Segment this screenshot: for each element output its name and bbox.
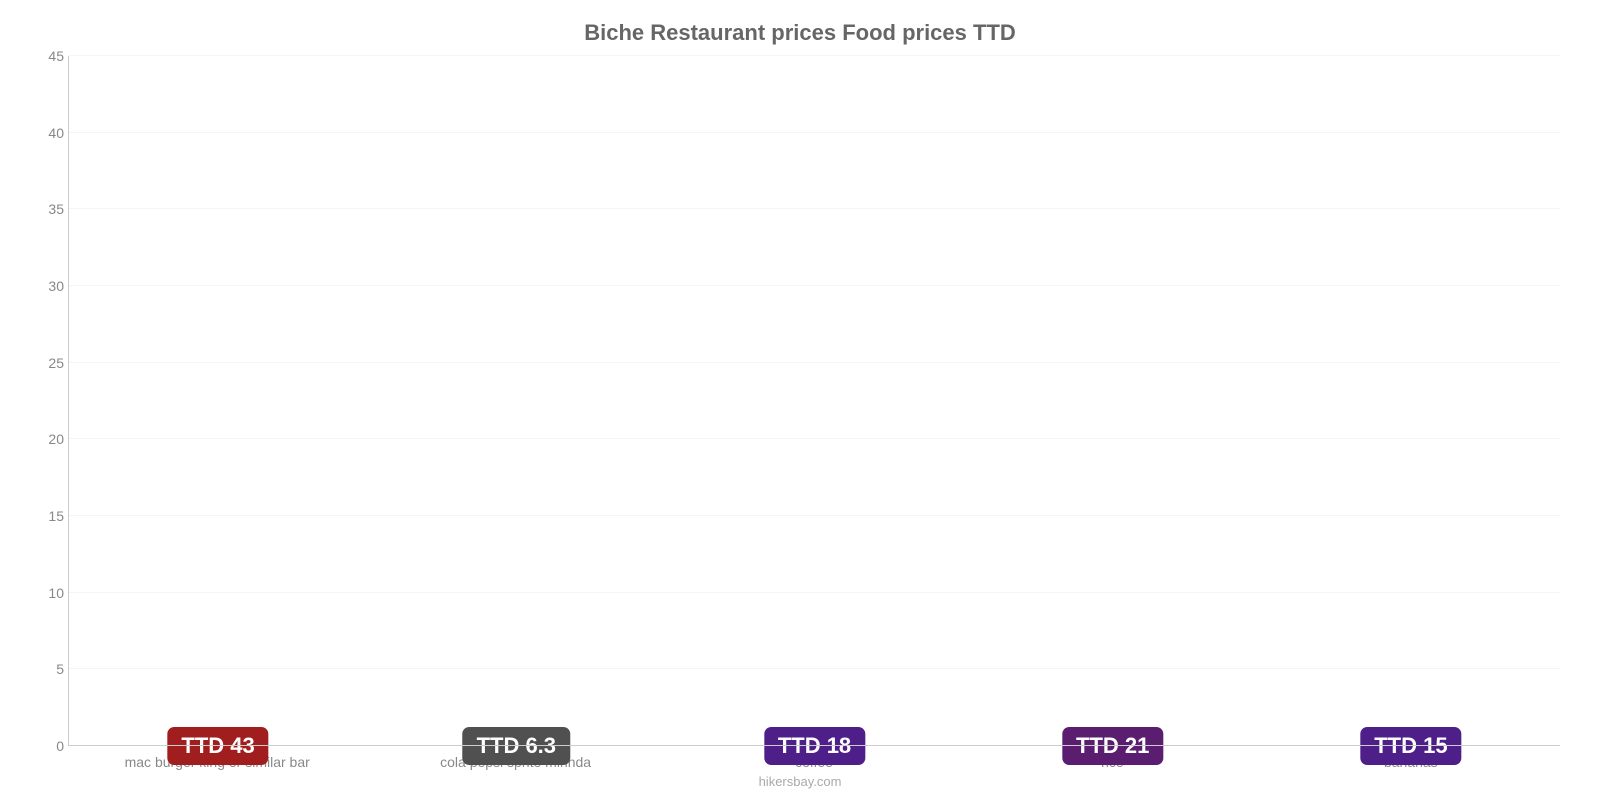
- grid-line: [69, 285, 1560, 286]
- y-tick-label: 0: [36, 738, 64, 754]
- bar-value-label: TTD 15: [1360, 727, 1461, 765]
- y-tick-label: 5: [36, 661, 64, 677]
- grid-line: [69, 438, 1560, 439]
- y-tick-label: 10: [36, 585, 64, 601]
- bars-row: TTD 43TTD 6.3TTD 18TTD 21TTD 15: [69, 56, 1560, 746]
- grid-line: [69, 515, 1560, 516]
- y-tick-label: 30: [36, 278, 64, 294]
- y-tick-label: 20: [36, 431, 64, 447]
- y-axis: 051015202530354045: [40, 56, 68, 746]
- grid-line: [69, 208, 1560, 209]
- grid-line: [69, 745, 1560, 746]
- chart-container: Biche Restaurant prices Food prices TTD …: [0, 0, 1600, 800]
- y-tick-label: 40: [36, 125, 64, 141]
- credit-text: hikersbay.com: [40, 774, 1560, 789]
- bar-value-label: TTD 18: [764, 727, 865, 765]
- plot-area: TTD 43TTD 6.3TTD 18TTD 21TTD 15: [68, 56, 1560, 746]
- grid-line: [69, 132, 1560, 133]
- bar-value-label: TTD 43: [167, 727, 268, 765]
- bar-value-label: TTD 21: [1062, 727, 1163, 765]
- grid-line: [69, 55, 1560, 56]
- grid-line: [69, 668, 1560, 669]
- y-tick-label: 25: [36, 355, 64, 371]
- bar-value-label: TTD 6.3: [463, 727, 570, 765]
- chart-title: Biche Restaurant prices Food prices TTD: [40, 20, 1560, 46]
- y-tick-label: 15: [36, 508, 64, 524]
- grid-line: [69, 362, 1560, 363]
- y-tick-label: 45: [36, 48, 64, 64]
- y-tick-label: 35: [36, 201, 64, 217]
- plot-outer: 051015202530354045 TTD 43TTD 6.3TTD 18TT…: [40, 56, 1560, 746]
- grid-line: [69, 592, 1560, 593]
